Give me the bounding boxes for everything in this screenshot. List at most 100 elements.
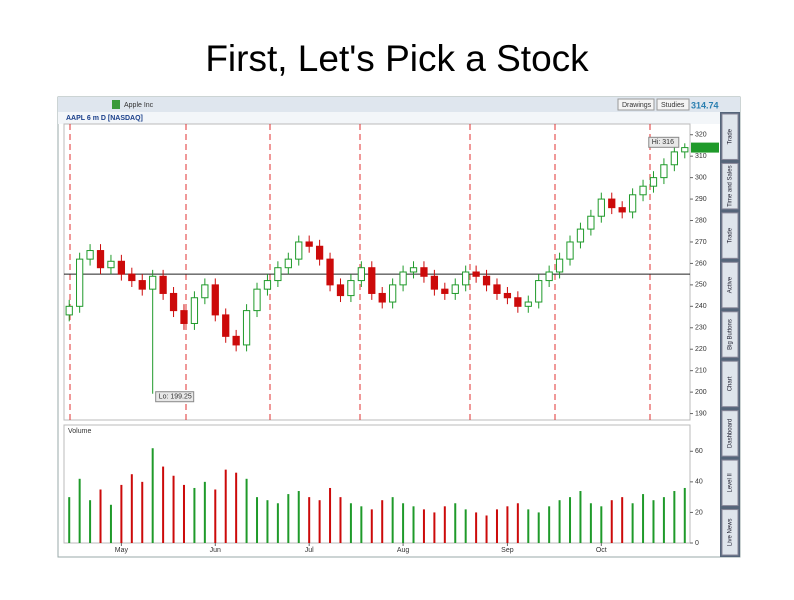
- high-box: [648, 136, 680, 148]
- y-tick-label: 200: [695, 389, 707, 396]
- candle-body: [441, 288, 449, 294]
- side-tab[interactable]: [721, 459, 739, 507]
- x-tick-label: Jun: [210, 547, 221, 554]
- y-tick-label: 220: [695, 346, 707, 353]
- y-tick-label: 210: [695, 368, 707, 375]
- side-tab[interactable]: [721, 311, 739, 358]
- x-tick-label: Oct: [596, 547, 607, 554]
- candle-body: [608, 198, 616, 209]
- candle-body: [180, 310, 188, 324]
- volume-bar: [621, 497, 624, 543]
- candle-body: [503, 292, 512, 299]
- volume-bar: [141, 481, 144, 543]
- side-tab[interactable]: [721, 410, 739, 457]
- company-name: Apple Inc: [124, 102, 154, 109]
- drawings-label: Drawings: [622, 102, 652, 109]
- candle-body: [451, 284, 459, 294]
- volume-bar: [527, 509, 530, 543]
- volume-bar: [266, 500, 269, 543]
- side-tab[interactable]: [721, 162, 739, 210]
- side-tab-label: Live News: [728, 518, 734, 546]
- volume-bar: [673, 491, 676, 543]
- candle-body: [462, 271, 470, 286]
- chart-symbol: AAPL 6 m D [NASDAQ]: [66, 115, 143, 122]
- candle-body: [378, 292, 386, 303]
- y-tick-label: 240: [695, 303, 707, 310]
- candle-body: [472, 271, 480, 277]
- side-tab[interactable]: [721, 261, 739, 309]
- side-tab[interactable]: [721, 509, 739, 556]
- candle-body: [253, 288, 261, 312]
- candle-body: [169, 292, 178, 312]
- side-tab[interactable]: [721, 360, 739, 408]
- candle-body: [587, 215, 595, 230]
- volume-tick-label: 20: [695, 509, 703, 516]
- volume-panel: [63, 424, 691, 544]
- candle-body: [138, 280, 146, 290]
- candle-body: [660, 164, 668, 179]
- symbol-icon: [112, 100, 120, 109]
- volume-bar: [464, 509, 467, 543]
- volume-bar: [537, 512, 540, 543]
- candle-body: [628, 194, 637, 213]
- candle-body: [222, 314, 230, 337]
- y-tick-label: 260: [695, 260, 707, 267]
- high-annotation: Hi: 316: [652, 139, 674, 146]
- volume-bar: [589, 503, 592, 543]
- y-tick-label: 310: [695, 153, 707, 160]
- drawings-button[interactable]: [617, 98, 655, 111]
- candle-body: [263, 280, 272, 290]
- studies-button[interactable]: [656, 98, 690, 111]
- volume-bar: [662, 497, 665, 543]
- volume-bar: [631, 503, 634, 543]
- candle-body: [65, 305, 73, 316]
- candle-body: [305, 241, 313, 247]
- candle-body: [430, 275, 439, 290]
- y-tick-label: 250: [695, 282, 707, 289]
- volume-bar: [370, 509, 373, 543]
- y-tick-label: 230: [695, 325, 707, 332]
- studies-label: Studies: [661, 102, 685, 109]
- volume-bar: [579, 491, 582, 543]
- toolbar: [58, 97, 740, 112]
- volume-bar: [339, 497, 342, 543]
- candle-body: [389, 284, 397, 303]
- volume-bar: [297, 491, 300, 543]
- candle-body: [190, 297, 199, 324]
- x-tick-label: Jul: [305, 547, 314, 554]
- volume-bar: [224, 469, 227, 543]
- slide-title: First, Let's Pick a Stock: [205, 38, 589, 79]
- candle-body: [535, 280, 543, 303]
- side-tab[interactable]: [721, 212, 739, 259]
- candle-body: [242, 310, 251, 346]
- volume-bar: [433, 512, 436, 543]
- side-tab-label: Dashboard: [728, 419, 734, 448]
- volume-bar: [495, 509, 498, 543]
- candle-body: [211, 284, 219, 316]
- volume-tick-label: 40: [695, 479, 703, 486]
- volume-bar: [287, 494, 290, 543]
- volume-bar: [172, 475, 175, 543]
- volume-bar: [402, 503, 405, 543]
- volume-bar: [412, 506, 415, 543]
- volume-bar: [652, 500, 655, 543]
- candle-body: [201, 284, 209, 299]
- candle-body: [117, 260, 126, 275]
- volume-bar: [610, 500, 613, 543]
- side-tab[interactable]: [721, 113, 739, 160]
- y-tick-label: 270: [695, 239, 707, 246]
- candle-body: [76, 258, 84, 307]
- side-tab-label: Active: [728, 276, 734, 293]
- low-box: [155, 391, 195, 403]
- volume-bar: [78, 478, 81, 543]
- candle-body: [566, 241, 574, 260]
- candle-body: [86, 250, 94, 260]
- volume-bar: [203, 481, 206, 543]
- y-tick-label: 300: [695, 174, 707, 181]
- candle-body: [128, 273, 136, 282]
- candle-body: [336, 284, 345, 297]
- candle-body: [482, 275, 491, 286]
- volume-bar: [391, 497, 394, 543]
- volume-bar: [329, 487, 332, 543]
